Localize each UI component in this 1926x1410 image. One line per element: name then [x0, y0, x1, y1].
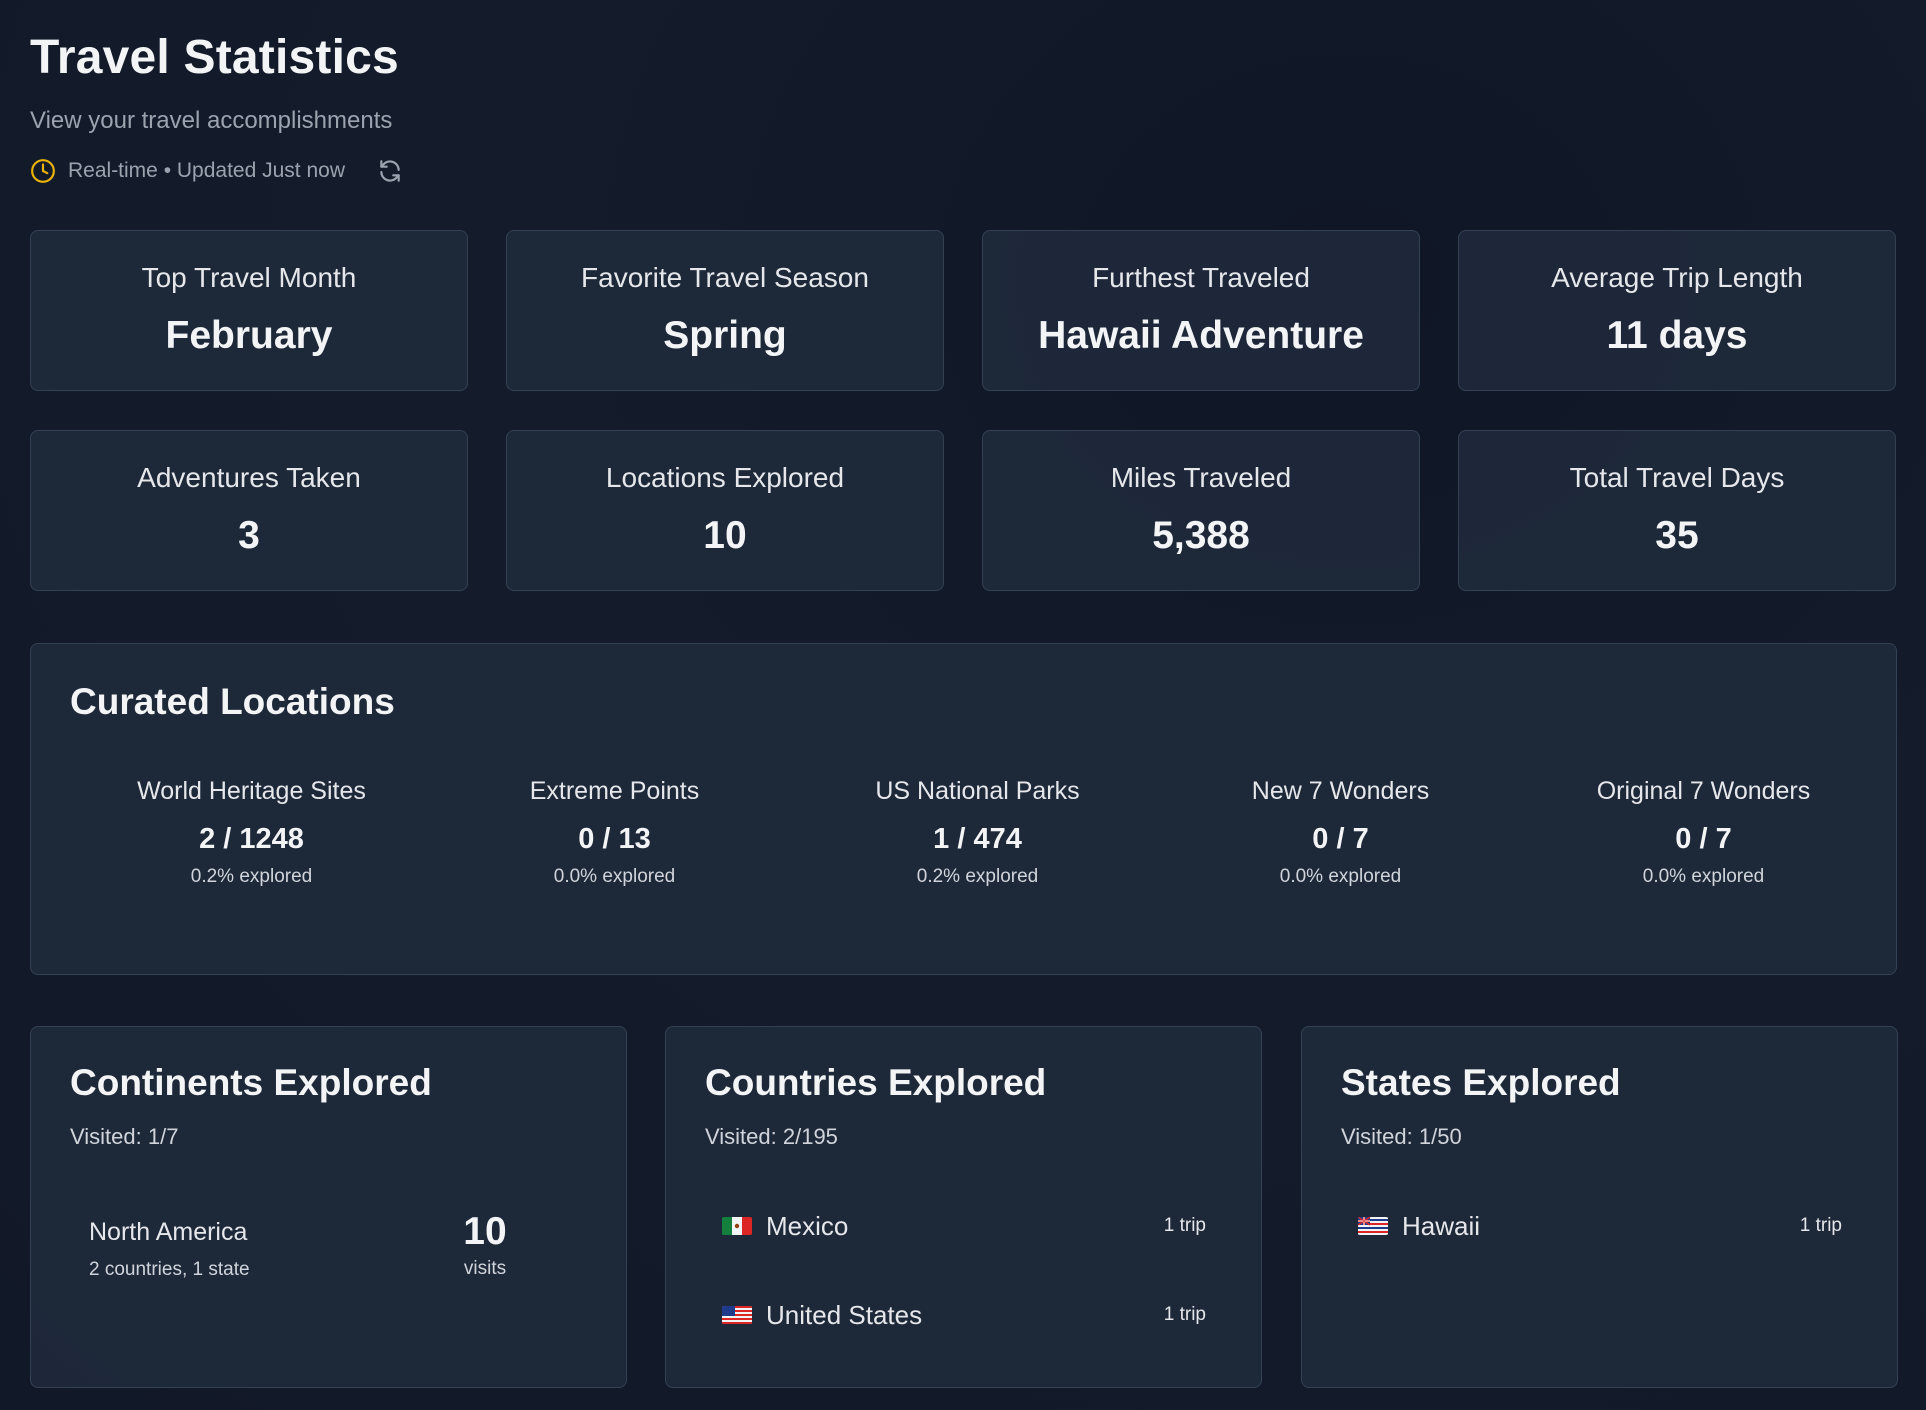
stat-value: 5,388	[1152, 513, 1250, 557]
curated-locations-card: Curated Locations World Heritage Sites 2…	[30, 643, 1897, 975]
section-title: Curated Locations	[70, 681, 395, 722]
curated-percent: 0.0% explored	[1642, 865, 1765, 887]
trip-count: 1 trip	[1163, 1215, 1206, 1236]
country-row-united-states[interactable]: United States 1 trip	[721, 1295, 1206, 1335]
page-title: Travel Statistics	[30, 31, 399, 84]
stat-value: 3	[238, 513, 260, 557]
stat-label: Adventures Taken	[137, 462, 361, 493]
visited-count: Visited: 2/195	[705, 1124, 838, 1149]
state-name: Hawaii	[1402, 1210, 1481, 1241]
continent-detail: 2 countries, 1 state	[89, 1259, 250, 1280]
country-row-mexico[interactable]: Mexico 1 trip	[721, 1206, 1206, 1246]
stat-card-favorite-season: Favorite Travel Season Spring	[506, 230, 944, 391]
stat-card-miles-traveled: Miles Traveled 5,388	[982, 430, 1420, 591]
continent-visit-count: 10	[463, 1210, 507, 1253]
stat-card-total-travel-days: Total Travel Days 35	[1458, 430, 1896, 591]
curated-name: World Heritage Sites	[137, 777, 366, 805]
stat-value: February	[165, 313, 333, 357]
continent-row-north-america[interactable]: North America 2 countries, 1 state 10 vi…	[89, 1210, 589, 1298]
stat-card-furthest-traveled: Furthest Traveled Hawaii Adventure	[982, 230, 1420, 391]
stat-label: Locations Explored	[605, 462, 845, 493]
curated-item-original-7-wonders[interactable]: Original 7 Wonders 0 / 7 0.0% explored	[1522, 776, 1885, 889]
curated-percent: 0.2% explored	[190, 865, 313, 887]
stat-label: Average Trip Length	[1551, 262, 1803, 293]
stat-value: 10	[703, 513, 747, 557]
curated-name: US National Parks	[875, 777, 1080, 805]
curated-percent: 0.0% explored	[553, 865, 676, 887]
states-explored-card: States Explored Visited: 1/50 Hawaii 1 t…	[1301, 1026, 1898, 1388]
page-subtitle: View your travel accomplishments	[30, 107, 393, 134]
hawaii-flag-icon	[1357, 1217, 1388, 1235]
curated-percent: 0.2% explored	[916, 865, 1039, 887]
stat-label: Total Travel Days	[1569, 462, 1785, 493]
curated-item-new-7-wonders[interactable]: New 7 Wonders 0 / 7 0.0% explored	[1159, 776, 1522, 889]
section-title: States Explored	[1341, 1062, 1621, 1103]
stat-card-average-trip-length: Average Trip Length 11 days	[1458, 230, 1896, 391]
continent-visit-unit: visits	[463, 1258, 507, 1279]
country-name: Mexico	[766, 1210, 849, 1241]
stat-value: 11 days	[1606, 313, 1748, 357]
state-row-hawaii[interactable]: Hawaii 1 trip	[1357, 1206, 1842, 1246]
curated-item-us-national-parks[interactable]: US National Parks 1 / 474 0.2% explored	[796, 776, 1159, 889]
clock-icon	[31, 159, 55, 183]
curated-percent: 0.0% explored	[1279, 865, 1402, 887]
section-title: Countries Explored	[705, 1062, 1047, 1103]
stat-label: Furthest Traveled	[1092, 262, 1310, 293]
stat-value: 35	[1655, 513, 1699, 557]
continents-explored-card: Continents Explored Visited: 1/7 North A…	[30, 1026, 627, 1388]
stat-label: Favorite Travel Season	[581, 262, 869, 293]
mexico-flag-icon	[722, 1217, 752, 1235]
country-name: United States	[766, 1299, 923, 1330]
curated-count: 1 / 474	[933, 823, 1022, 855]
trip-count: 1 trip	[1799, 1215, 1842, 1236]
trip-count: 1 trip	[1163, 1304, 1206, 1325]
visited-count: Visited: 1/7	[70, 1124, 179, 1149]
curated-count: 0 / 7	[1675, 823, 1732, 855]
visited-count: Visited: 1/50	[1341, 1124, 1462, 1149]
stat-value: Spring	[663, 313, 787, 357]
curated-name: Extreme Points	[529, 777, 700, 805]
refresh-icon[interactable]	[377, 158, 403, 184]
curated-count: 0 / 7	[1312, 823, 1369, 855]
continent-name: North America	[89, 1218, 248, 1246]
stat-card-top-month: Top Travel Month February	[30, 230, 468, 391]
curated-count: 2 / 1248	[199, 823, 304, 855]
status-row: Real-time • Updated Just now	[30, 156, 403, 186]
update-status: Real-time • Updated Just now	[68, 159, 345, 182]
stat-label: Miles Traveled	[1110, 462, 1292, 493]
us-flag-icon	[722, 1306, 752, 1324]
stat-card-adventures-taken: Adventures Taken 3	[30, 430, 468, 591]
curated-count: 0 / 13	[578, 823, 651, 855]
stats-grid: Top Travel Month February Favorite Trave…	[30, 230, 1897, 591]
curated-item-extreme-points[interactable]: Extreme Points 0 / 13 0.0% explored	[433, 776, 796, 889]
stat-label: Top Travel Month	[141, 262, 357, 293]
curated-name: New 7 Wonders	[1251, 777, 1430, 805]
curated-locations-grid: World Heritage Sites 2 / 1248 0.2% explo…	[70, 776, 1885, 889]
stat-value: Hawaii Adventure	[1038, 313, 1364, 357]
stat-card-locations-explored: Locations Explored 10	[506, 430, 944, 591]
countries-explored-card: Countries Explored Visited: 2/195 Mexico…	[665, 1026, 1262, 1388]
curated-name: Original 7 Wonders	[1596, 777, 1811, 805]
section-title: Continents Explored	[70, 1062, 432, 1103]
curated-item-world-heritage-sites[interactable]: World Heritage Sites 2 / 1248 0.2% explo…	[70, 776, 433, 889]
